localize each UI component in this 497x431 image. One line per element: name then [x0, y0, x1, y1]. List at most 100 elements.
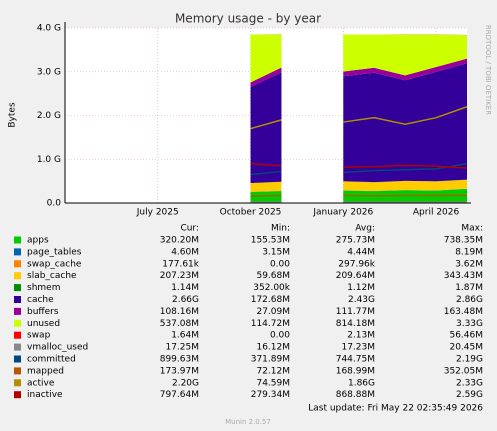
legend-stat: 371.89M: [251, 355, 290, 365]
legend-stat: 2.19G: [456, 355, 483, 365]
area: [250, 190, 282, 193]
area: [250, 191, 282, 203]
area: [343, 34, 467, 76]
legend-stat: 0.00: [270, 259, 290, 269]
legend-stat: 899.63M: [160, 355, 199, 365]
legend-stat: 868.88M: [336, 390, 375, 400]
legend-swatch: [14, 331, 21, 339]
legend-name: cache: [27, 295, 54, 305]
legend-stat: 744.75M: [336, 355, 375, 365]
legend-stat: 2.86G: [456, 295, 483, 305]
x-tick-label: October 2025: [220, 208, 282, 218]
legend-stat: 2.43G: [348, 295, 375, 305]
legend-stat: 814.18M: [336, 319, 375, 329]
last-update: Last update: Fri May 22 02:35:49 2026: [308, 404, 483, 414]
legend-stat: 2.59G: [456, 390, 483, 400]
chart-title: Memory usage - by year: [175, 12, 321, 26]
line: [343, 164, 468, 169]
line: [250, 162, 282, 167]
legend-name: mapped: [27, 366, 64, 376]
y-axis-label: Bytes: [8, 102, 18, 128]
area: [250, 67, 282, 87]
x-tick-label: July 2025: [136, 208, 179, 218]
legend-stat: 27.09M: [256, 307, 290, 317]
legend-stat: 297.96k: [338, 259, 375, 269]
legend-swatch: [14, 307, 21, 315]
legend-stat: 72.12M: [256, 366, 290, 376]
legend-stat: 1.86G: [348, 378, 375, 388]
area: [343, 63, 467, 183]
stat-header: Min:: [271, 224, 290, 234]
legend-name: active: [27, 378, 55, 388]
area: [250, 181, 282, 192]
legend-stat: 2.33G: [456, 378, 483, 388]
y-tick-label: 3.0 G: [37, 67, 61, 77]
legend-stat: 16.12M: [256, 343, 290, 353]
legend-name: buffers: [27, 307, 59, 317]
legend-stat: 2.20G: [172, 378, 199, 388]
legend-stat: 207.23M: [160, 271, 199, 281]
area: [343, 188, 467, 192]
legend-stat: 56.46M: [449, 331, 483, 341]
legend-swatch: [14, 355, 21, 363]
legend-stat: 1.14M: [171, 283, 199, 293]
legend-stat: 3.15M: [262, 247, 290, 257]
legend-stat: 168.99M: [336, 366, 375, 376]
legend-stat: 17.25M: [165, 343, 199, 353]
legend-name: committed: [27, 355, 76, 365]
legend-stat: 738.35M: [444, 236, 483, 246]
stat-header: Cur:: [180, 224, 199, 234]
legend-stat: 173.97M: [160, 366, 199, 376]
legend-swatch: [14, 391, 21, 399]
legend-stat: 2.66G: [172, 295, 199, 305]
y-tick-label: 2.0 G: [37, 111, 61, 121]
legend-stat: 4.60M: [171, 247, 199, 257]
legend-name: inactive: [27, 390, 63, 400]
legend-stat: 1.64M: [171, 331, 199, 341]
line: [343, 106, 468, 126]
legend-stat: 8.19M: [455, 247, 483, 257]
legend-stat: 537.08M: [160, 319, 199, 329]
legend-stat: 3.33G: [456, 319, 483, 329]
legend-name: unused: [27, 319, 60, 329]
legend-stat: 17.23M: [341, 343, 375, 353]
legend-swatch: [14, 272, 21, 280]
y-tick-label: 4.0 G: [37, 24, 61, 34]
legend-stat: 275.73M: [336, 236, 375, 246]
legend-name: shmem: [27, 283, 60, 293]
legend-swatch: [14, 367, 21, 375]
credit: Munin 2.0.57: [225, 418, 271, 426]
legend-stat: 172.68M: [251, 295, 290, 305]
legend-stat: 114.72M: [251, 319, 290, 329]
legend-swatch: [14, 248, 21, 256]
legend-stat: 108.16M: [160, 307, 199, 317]
area: [250, 181, 282, 184]
legend-swatch: [14, 260, 21, 268]
stat-header: Avg:: [355, 224, 375, 234]
legend-stat: 0.00: [270, 331, 290, 341]
area: [343, 34, 467, 36]
legend-stat: 111.77M: [336, 307, 375, 317]
x-tick-label: January 2026: [312, 208, 373, 218]
stat-header: Max:: [461, 224, 483, 234]
legend-name: vmalloc_used: [27, 343, 88, 353]
legend-name: apps: [27, 236, 49, 246]
area: [250, 34, 282, 83]
legend-swatch: [14, 343, 21, 351]
legend-swatch: [14, 284, 21, 292]
legend-stat: 2.13M: [347, 331, 375, 341]
legend-swatch: [14, 296, 21, 303]
legend-stat: 320.20M: [160, 236, 199, 246]
legend-name: swap: [27, 331, 51, 341]
legend-stat: 1.87M: [455, 283, 483, 293]
area: [250, 190, 282, 192]
area: [343, 179, 467, 191]
legend-stat: 4.44M: [347, 247, 375, 257]
legend-name: page_tables: [27, 247, 82, 257]
y-tick-label: 0.0: [47, 199, 62, 209]
legend-stat: 155.53M: [251, 236, 290, 246]
legend-stat: 163.48M: [444, 307, 483, 317]
area: [250, 72, 282, 184]
legend-stat: 20.45M: [449, 343, 483, 353]
